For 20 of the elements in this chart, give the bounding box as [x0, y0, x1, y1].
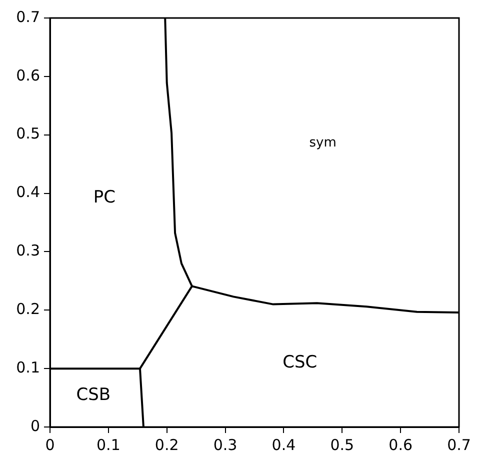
- y-tick-label: 0.7: [16, 8, 40, 26]
- y-tick-label: 0.1: [16, 358, 40, 376]
- annotation: CSC: [282, 352, 318, 373]
- x-tick-label: 0.7: [447, 436, 471, 454]
- y-tick-label: 0.4: [16, 183, 40, 202]
- y-tick-label: 0.5: [16, 124, 40, 143]
- annotation: CSB: [76, 384, 111, 405]
- x-tick-label: 0.6: [388, 436, 412, 454]
- y-tick-label: 0.3: [16, 242, 40, 260]
- y-tick-label: 0.6: [16, 66, 40, 84]
- x-tick-label: 0.2: [154, 436, 179, 454]
- annotation: PC: [93, 187, 116, 208]
- x-tick-label: 0.5: [330, 436, 354, 454]
- x-tick-label: 0.3: [213, 436, 238, 454]
- y-tick-label: 0: [30, 416, 40, 435]
- x-tick-label: 0.4: [272, 436, 296, 454]
- x-tick-label: 0.1: [96, 436, 120, 454]
- annotation: sym: [309, 136, 336, 151]
- y-tick-label: 0.2: [16, 300, 40, 318]
- x-tick-label: 0: [45, 436, 55, 454]
